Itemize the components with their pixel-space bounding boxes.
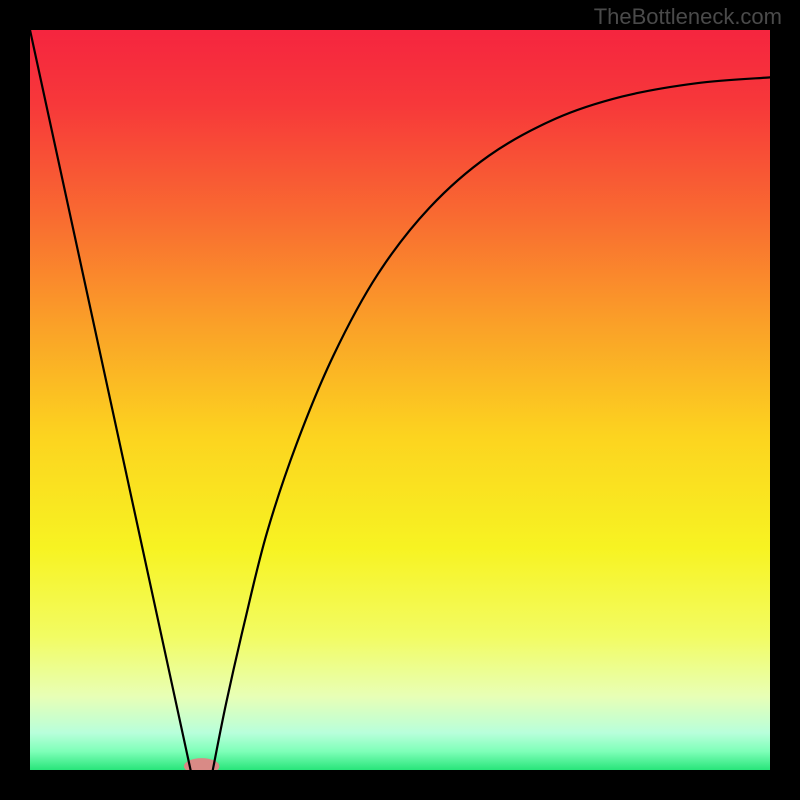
chart-area xyxy=(30,30,770,770)
chart-background xyxy=(30,30,770,770)
bottleneck-chart xyxy=(30,30,770,770)
watermark-text: TheBottleneck.com xyxy=(594,4,782,30)
